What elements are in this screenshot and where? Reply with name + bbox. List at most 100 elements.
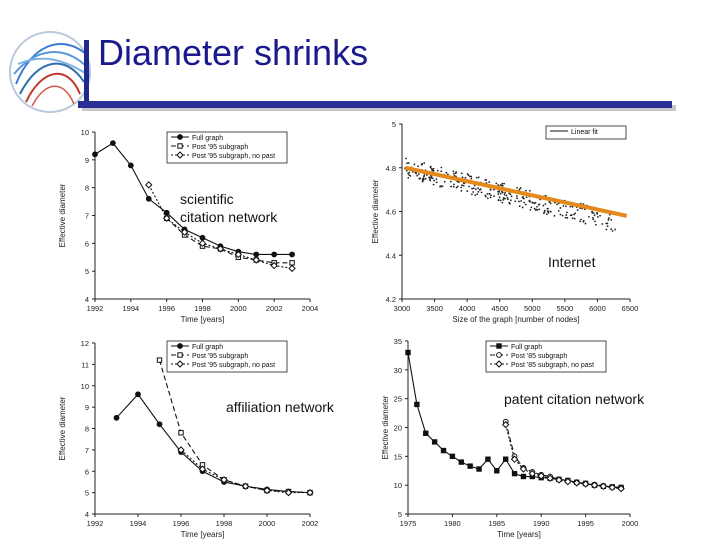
series-point bbox=[449, 453, 456, 460]
y-axis-label: Effective diameter bbox=[371, 179, 380, 243]
scatter-point bbox=[416, 174, 419, 177]
scatter-point bbox=[440, 166, 443, 169]
patent-citation-network-label: patent citation network bbox=[504, 391, 645, 407]
x-tick-label: 4500 bbox=[491, 304, 508, 313]
series-point bbox=[440, 447, 447, 454]
scatter-point bbox=[498, 190, 500, 192]
scatter-point bbox=[489, 188, 492, 191]
series-point bbox=[198, 239, 207, 248]
scatter-point bbox=[524, 203, 527, 206]
y-tick-label: 7 bbox=[85, 212, 89, 221]
internet-label: Internet bbox=[548, 254, 596, 270]
scatter-point bbox=[466, 190, 469, 193]
chart-legend: Full graph Post '85 subgraph Post '85 subg… bbox=[485, 340, 607, 373]
scatter-point bbox=[594, 220, 596, 223]
legend-entry: Post '95 subgraph, no past bbox=[192, 362, 275, 369]
legend-entry: Post '85 subgraph, no past bbox=[511, 362, 594, 369]
scatter-point bbox=[498, 196, 501, 199]
x-tick-label: 6500 bbox=[622, 304, 639, 313]
series-point bbox=[178, 430, 184, 436]
series-3 bbox=[145, 181, 296, 273]
series-point bbox=[145, 195, 152, 202]
legend-entry: Full graph bbox=[192, 135, 223, 142]
scatter-point bbox=[484, 179, 487, 181]
scatter-point bbox=[606, 225, 609, 228]
series-point bbox=[555, 476, 563, 484]
scatter-point bbox=[497, 193, 500, 196]
series-point bbox=[288, 264, 296, 273]
x-axis-label: Size of the graph [number of nodes] bbox=[452, 315, 579, 324]
legend-marker bbox=[177, 143, 183, 149]
scatter-point bbox=[505, 194, 508, 197]
scatter-point bbox=[544, 203, 547, 205]
scatter-point bbox=[455, 171, 458, 173]
y-tick-label: 10 bbox=[81, 382, 89, 391]
affiliation-network-label: affiliation network bbox=[226, 399, 334, 415]
scatter-point bbox=[607, 217, 610, 220]
scatter-point bbox=[530, 206, 533, 209]
series-point bbox=[220, 476, 228, 484]
scatter-point bbox=[460, 172, 463, 175]
scatter-point bbox=[509, 193, 512, 196]
scatter-point bbox=[415, 172, 417, 175]
series-point bbox=[145, 181, 153, 189]
scatter-point bbox=[471, 193, 473, 196]
scatter-point bbox=[429, 166, 432, 169]
scatter-point bbox=[453, 172, 455, 175]
scatter-point bbox=[408, 174, 411, 176]
scatter-point bbox=[519, 187, 522, 189]
y-tick-label: 5 bbox=[392, 120, 396, 129]
scatter-point bbox=[408, 171, 411, 174]
series-point bbox=[198, 465, 207, 473]
scatter-point bbox=[456, 185, 459, 188]
y-axis-label: Effective diameter bbox=[58, 396, 67, 460]
scatter-point bbox=[534, 201, 537, 204]
x-tick-label: 5500 bbox=[557, 304, 574, 313]
x-tick-label: 2004 bbox=[302, 304, 319, 313]
scatter-point bbox=[599, 214, 601, 217]
scatter-point bbox=[407, 172, 410, 175]
y-tick-label: 20 bbox=[394, 424, 402, 433]
scatter-point bbox=[564, 216, 567, 219]
series-point bbox=[156, 421, 163, 428]
scatter-point bbox=[549, 202, 552, 205]
scatter-point bbox=[477, 176, 480, 179]
scatter-point bbox=[428, 176, 431, 179]
scatter-point bbox=[430, 167, 433, 170]
series-point bbox=[502, 456, 509, 462]
scatter-point bbox=[489, 196, 492, 199]
scatter-point bbox=[431, 177, 434, 180]
chart-legend: Full graph Post '95 subgraph Post '95 subg… bbox=[166, 131, 288, 164]
scatter-point bbox=[508, 201, 511, 204]
scatter-point bbox=[525, 189, 527, 192]
chart-legend: Full graph Post '95 subgraph Post '95 subg… bbox=[166, 340, 288, 373]
scatter-point bbox=[429, 177, 432, 179]
scatter-point bbox=[418, 177, 421, 180]
series-point bbox=[110, 140, 116, 147]
scatter-point bbox=[462, 182, 465, 184]
series-point bbox=[608, 483, 616, 492]
series-point bbox=[263, 486, 271, 495]
scatter-point bbox=[542, 204, 545, 207]
x-tick-label: 1998 bbox=[194, 304, 211, 313]
scatter-point bbox=[409, 174, 412, 177]
series-point bbox=[414, 401, 420, 408]
scatter-point bbox=[435, 181, 438, 184]
y-tick-label: 11 bbox=[81, 360, 89, 369]
scatter-point bbox=[460, 186, 463, 189]
y-tick-label: 9 bbox=[85, 156, 89, 165]
series-1 bbox=[404, 165, 628, 218]
series-point bbox=[564, 477, 572, 486]
scatter-point bbox=[510, 195, 513, 198]
scatter-point bbox=[405, 157, 407, 160]
scatter-point bbox=[468, 185, 470, 188]
series-point bbox=[581, 480, 590, 488]
scatter-point bbox=[450, 185, 453, 188]
series-line bbox=[166, 217, 293, 264]
scatter-point bbox=[406, 162, 408, 165]
scatter-point bbox=[594, 223, 597, 226]
x-tick-label: 1995 bbox=[577, 519, 594, 528]
series-point bbox=[127, 162, 134, 169]
x-axis-label: Time [years] bbox=[181, 315, 225, 324]
series-point bbox=[537, 472, 545, 480]
